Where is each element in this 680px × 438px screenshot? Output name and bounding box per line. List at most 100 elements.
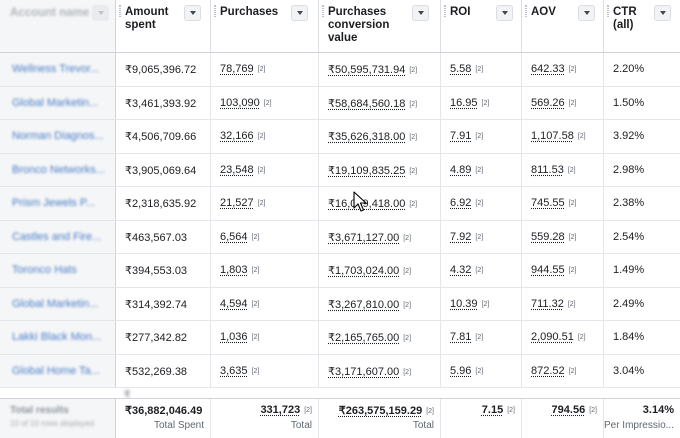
cell-roi: 6.92 [2] — [441, 187, 522, 220]
value-pcv[interactable]: ₹3,671,127.00 — [328, 232, 399, 244]
value-aov[interactable]: 642.33 — [531, 63, 565, 75]
value-purchases[interactable]: 1,036 — [220, 331, 248, 343]
column-header-ctr[interactable]: CTR (all) — [604, 0, 680, 53]
value-roi[interactable]: 7.81 — [450, 331, 471, 343]
value-purchases[interactable]: 103,090 — [220, 97, 260, 109]
value-aov[interactable]: 944.55 — [531, 264, 565, 276]
column-header-aov[interactable]: AOV — [522, 0, 604, 53]
value-roi[interactable]: 4.32 — [450, 264, 471, 276]
cell-ctr: 3.92% — [604, 120, 680, 153]
value-purchases[interactable]: 4,594 — [220, 298, 248, 310]
value-purchases[interactable]: 23,548 — [220, 164, 254, 176]
value-purchases[interactable]: 3,635 — [220, 365, 248, 377]
cell-amount-spent: ₹2,318,635.92 — [116, 187, 211, 220]
account-name-link[interactable]: Global Home Ta... — [12, 365, 100, 377]
total-roi[interactable]: 7.15 — [482, 404, 503, 416]
value-roi[interactable]: 7.91 — [450, 130, 471, 142]
value-aov[interactable]: 745.55 — [531, 197, 565, 209]
value-pcv[interactable]: ₹58,684,560.18 — [328, 98, 405, 110]
column-menu-dropdown-icon[interactable] — [654, 5, 671, 21]
value-aov[interactable]: 2,090.51 — [531, 331, 574, 343]
value-ctr: 1.50% — [613, 97, 644, 109]
cell-ctr: 2.49% — [604, 288, 680, 321]
column-header-purchases-conversion-value[interactable]: Purchases conversion value — [319, 0, 441, 53]
drag-handle-icon[interactable] — [607, 5, 609, 17]
cell-name: Castles and Fire... — [0, 221, 116, 254]
value-aov[interactable]: 811.53 — [531, 164, 564, 176]
value-roi[interactable]: 10.39 — [450, 298, 478, 310]
value-purchases[interactable]: 1,803 — [220, 264, 248, 276]
reference-marker: [2] — [403, 369, 411, 376]
reference-marker: [2] — [482, 100, 490, 107]
drag-handle-icon[interactable] — [444, 5, 446, 17]
account-name-link[interactable]: Bronco Networks... — [12, 164, 105, 176]
value-aov[interactable]: 711.32 — [531, 298, 564, 310]
drag-handle-icon[interactable] — [322, 5, 324, 17]
drag-handle-icon[interactable] — [119, 5, 121, 17]
value-roi[interactable]: 4.89 — [450, 164, 471, 176]
value-purchases[interactable]: 32,166 — [220, 130, 254, 142]
column-menu-dropdown-icon[interactable] — [578, 5, 595, 21]
account-name-link[interactable]: Prism Jewels P... — [12, 197, 95, 209]
total-purchases[interactable]: 331,723 — [260, 404, 300, 416]
column-menu-dropdown-icon[interactable] — [184, 5, 201, 21]
cell-name: Wellness Trevor... — [0, 53, 116, 86]
value-pcv[interactable]: ₹35,626,318.00 — [328, 131, 405, 143]
drag-handle-icon[interactable] — [214, 5, 216, 17]
value-pcv[interactable]: ₹3,171,607.00 — [328, 366, 399, 378]
column-header-purchases[interactable]: Purchases — [211, 0, 319, 53]
drag-handle-icon[interactable] — [525, 5, 527, 17]
value-aov[interactable]: 559.28 — [531, 231, 565, 243]
reference-marker: [2] — [304, 407, 312, 414]
account-name-link[interactable]: Lakki Black Mon... — [12, 331, 101, 343]
account-name-link[interactable]: Castles and Fire... — [12, 231, 101, 243]
total-ctr-cell: 3.14% Per Impressio... — [604, 399, 680, 438]
cell-roi: 10.39 [2] — [441, 288, 522, 321]
cell-name: Prism Jewels P... — [0, 187, 116, 220]
cell-aov: 569.26 [2] — [522, 87, 604, 120]
table-row: Castles and Fire... ₹463,567.03 6,564 [2] ₹3… — [0, 221, 680, 255]
value-roi[interactable]: 7.92 — [450, 231, 471, 243]
value-aov[interactable]: 569.26 — [531, 97, 565, 109]
account-name-link[interactable]: Wellness Trevor... — [12, 63, 99, 75]
cell-ctr: 2.54% — [604, 221, 680, 254]
value-roi[interactable]: 5.96 — [450, 365, 471, 377]
value-pcv[interactable]: ₹3,267,810.00 — [328, 299, 399, 311]
value-purchases[interactable]: 78,769 — [220, 63, 254, 75]
value-amount-spent: ₹532,269.38 — [125, 366, 187, 378]
total-pcv[interactable]: ₹263,575,159.29 — [339, 405, 422, 417]
value-pcv[interactable]: ₹19,109,835.25 — [328, 165, 405, 177]
column-header-account-name[interactable]: Account name — [0, 0, 116, 53]
value-roi[interactable]: 6.92 — [450, 197, 471, 209]
value-aov[interactable]: 872.52 — [531, 365, 565, 377]
value-pcv[interactable]: ₹1,703,024.00 — [328, 265, 399, 277]
value-roi[interactable]: 5.58 — [450, 63, 471, 75]
column-menu-dropdown-icon[interactable] — [496, 5, 513, 21]
reference-marker: [2] — [475, 267, 483, 274]
column-menu-dropdown-icon[interactable] — [291, 5, 308, 21]
column-header-roi[interactable]: ROI — [441, 0, 522, 53]
value-roi[interactable]: 16.95 — [450, 97, 478, 109]
value-aov[interactable]: 1,107.58 — [531, 130, 574, 142]
table-row: Global Marketin... ₹314,392.74 4,594 [2] ₹3,… — [0, 288, 680, 322]
value-pcv[interactable]: ₹50,595,731.94 — [328, 64, 405, 76]
cell-name: Global Home Ta... — [0, 355, 116, 388]
reference-marker: [2] — [403, 268, 411, 275]
account-name-link[interactable]: Toronco Hats — [12, 264, 77, 276]
column-header-label: Account name — [10, 7, 90, 20]
value-amount-spent: ₹463,567.03 — [125, 232, 187, 244]
account-name-link[interactable]: Global Marketin... — [12, 97, 98, 109]
value-ctr: 1.84% — [613, 331, 644, 343]
column-header-amount-spent[interactable]: Amount spent — [116, 0, 211, 53]
sort-dropdown-icon[interactable] — [92, 5, 109, 21]
value-purchases[interactable]: 6,564 — [220, 231, 248, 243]
account-name-link[interactable]: Norman Diagnos... — [12, 130, 104, 142]
total-aov[interactable]: 794.56 — [552, 404, 586, 416]
account-name-link[interactable]: Global Marketin... — [12, 298, 98, 310]
reference-marker: [2] — [475, 368, 483, 375]
value-pcv[interactable]: ₹2,165,765.00 — [328, 332, 399, 344]
value-purchases[interactable]: 21,527 — [220, 197, 254, 209]
reference-marker: [2] — [475, 133, 483, 140]
reference-marker: [2] — [507, 407, 515, 414]
column-menu-dropdown-icon[interactable] — [412, 5, 429, 21]
